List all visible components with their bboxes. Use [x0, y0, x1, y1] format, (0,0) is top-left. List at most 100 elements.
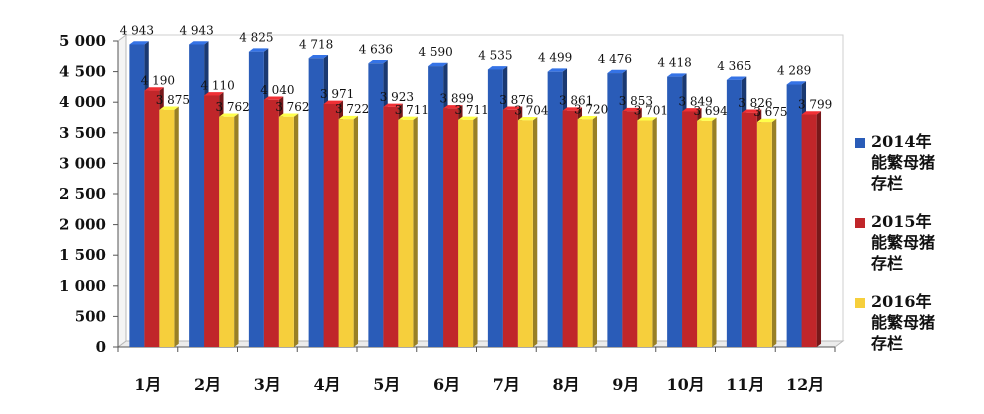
y-tick-label: 4 000	[59, 93, 106, 111]
bar-top	[219, 113, 239, 117]
bar	[338, 119, 354, 348]
bar-top	[129, 41, 149, 45]
bar-side	[712, 117, 717, 347]
data-label: 4 476	[598, 52, 632, 66]
bar-top	[517, 117, 538, 121]
bar-side	[234, 113, 239, 347]
bar-side	[413, 116, 418, 348]
bar-side	[353, 115, 359, 347]
bar	[547, 71, 563, 348]
data-label: 4 365	[717, 59, 751, 73]
data-label: 4 190	[141, 74, 175, 88]
data-label: 3 711	[395, 103, 429, 117]
legend-label: 能繁母猪	[871, 233, 935, 252]
y-tick-label: 3 000	[59, 154, 106, 172]
y-tick-label: 1 000	[59, 277, 106, 295]
bar-side	[816, 111, 822, 347]
bar-side	[293, 113, 299, 347]
bar	[741, 112, 757, 347]
bar	[622, 111, 638, 347]
bar-top	[263, 96, 284, 100]
data-label: 3 876	[499, 93, 533, 107]
bar-top	[443, 105, 463, 109]
bar	[786, 84, 802, 348]
bar	[697, 120, 713, 347]
x-tick-label: 8月	[553, 375, 580, 394]
data-label: 4 535	[478, 48, 512, 62]
data-label: 4 499	[538, 51, 572, 65]
bar	[398, 119, 414, 347]
bar	[577, 119, 593, 347]
bar	[502, 109, 518, 347]
bar-top	[502, 106, 523, 110]
bar-top	[159, 106, 179, 110]
y-tick-label: 500	[75, 307, 106, 325]
bar	[443, 108, 459, 348]
data-label: 4 943	[179, 23, 213, 37]
y-tick-label: 5 000	[59, 32, 106, 50]
bar	[204, 95, 220, 347]
data-label: 3 762	[275, 100, 309, 114]
bar	[726, 79, 742, 347]
data-label: 3 826	[738, 96, 772, 110]
bar	[667, 76, 683, 347]
bar-top	[682, 108, 702, 112]
bar	[682, 111, 698, 348]
data-label: 3 701	[634, 103, 668, 117]
x-tick-label: 1月	[134, 375, 161, 394]
bar-top	[547, 68, 568, 72]
bar-top	[338, 115, 359, 120]
legend-swatch	[855, 138, 865, 148]
data-label: 4 825	[239, 31, 273, 45]
bar-side	[592, 116, 598, 347]
bar-top	[189, 41, 209, 45]
legend-swatch	[855, 218, 865, 228]
bar	[383, 106, 399, 347]
bar-top	[801, 111, 822, 115]
data-label: 3 711	[454, 103, 488, 117]
bar-side	[771, 118, 777, 347]
data-label: 4 289	[777, 64, 811, 78]
y-tick-label: 0	[96, 338, 106, 356]
bar	[144, 90, 160, 348]
legend-label: 存栏	[871, 174, 903, 193]
x-tick-label: 2月	[194, 375, 221, 394]
bar	[129, 44, 145, 347]
data-label: 3 762	[215, 100, 249, 114]
bar-top	[726, 76, 747, 80]
x-tick-label: 4月	[314, 375, 341, 394]
bar-top	[458, 116, 478, 120]
legend-label: 2014年	[871, 132, 932, 151]
data-label: 4 110	[200, 78, 234, 92]
x-tick-label: 12月	[786, 375, 824, 394]
data-label: 3 720	[574, 102, 608, 116]
data-label: 3 799	[798, 98, 832, 112]
bar	[517, 120, 533, 347]
data-label: 3 853	[619, 94, 653, 108]
plot-side-wall	[117, 34, 127, 348]
bar-top	[577, 116, 598, 120]
data-label: 4 943	[120, 23, 154, 37]
bar	[308, 58, 324, 348]
bar-top	[323, 100, 344, 104]
data-label: 4 718	[299, 37, 333, 51]
data-label: 3 923	[380, 90, 414, 104]
data-label: 3 675	[753, 105, 787, 119]
bar	[607, 73, 623, 348]
bar	[323, 103, 339, 348]
bar	[428, 66, 444, 347]
bar-side	[174, 106, 179, 347]
bar-top	[398, 116, 418, 120]
bar-top	[562, 107, 583, 111]
x-tick-label: 9月	[612, 375, 639, 394]
data-label: 4 418	[657, 56, 691, 70]
bar	[263, 99, 279, 347]
bar	[637, 120, 653, 347]
data-label: 3 875	[156, 93, 190, 107]
bar-top	[607, 69, 627, 74]
y-tick-label: 4 500	[59, 63, 106, 81]
legend-label: 2015年	[871, 212, 932, 231]
bar-top	[756, 118, 777, 123]
bar-top	[741, 109, 762, 113]
